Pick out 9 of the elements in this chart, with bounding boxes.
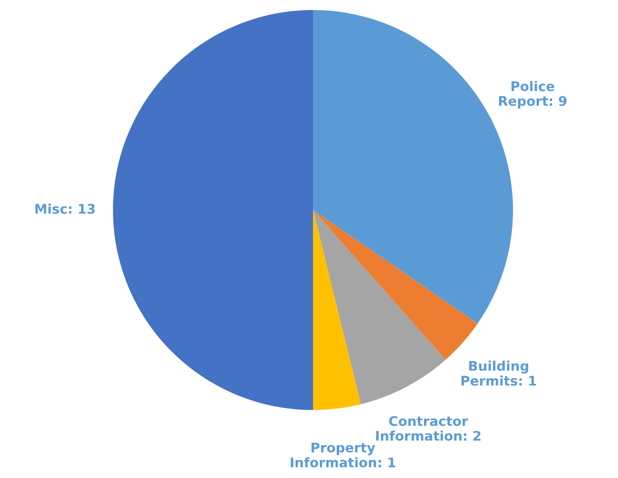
slice-label: Police Report: 9 bbox=[499, 80, 566, 109]
pie-slice bbox=[313, 210, 361, 410]
slice-label: Contractor Information: 2 bbox=[376, 416, 480, 441]
slice-label: Property Information: 1 bbox=[290, 442, 396, 468]
pie-slice bbox=[113, 10, 313, 410]
pie-slice bbox=[313, 210, 446, 404]
slice-label: Misc: 13 bbox=[35, 204, 95, 214]
pie-slice bbox=[313, 210, 478, 360]
slice-label: Building Permits: 1 bbox=[462, 360, 536, 386]
